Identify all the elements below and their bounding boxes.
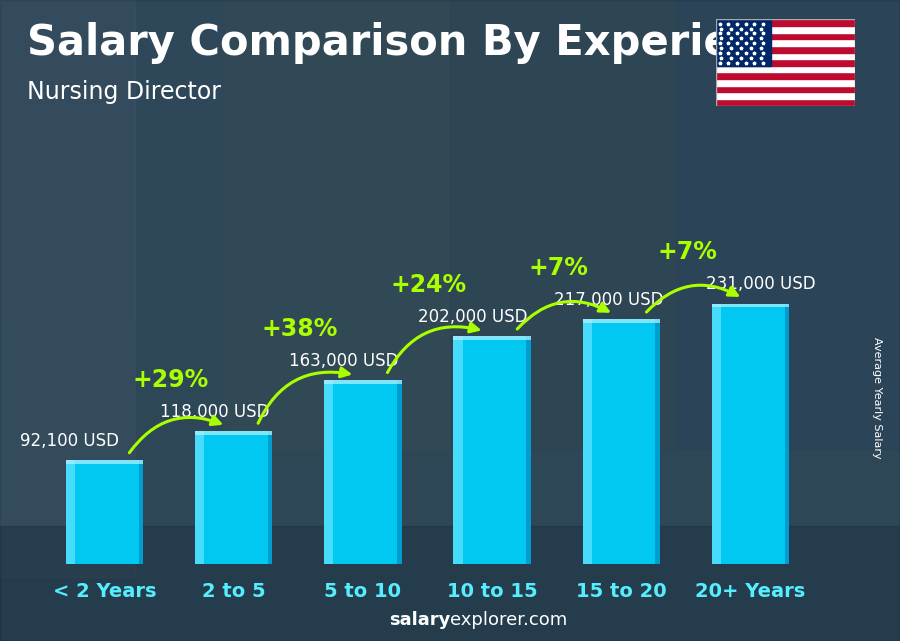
Bar (397, 380, 401, 564)
Text: Average Yearly Salary: Average Yearly Salary (872, 337, 883, 458)
Bar (324, 380, 401, 384)
Text: +7%: +7% (528, 256, 588, 280)
Bar (716, 53, 855, 59)
Bar (716, 66, 855, 72)
Bar (785, 304, 789, 564)
Bar (716, 46, 855, 53)
Bar (712, 304, 721, 564)
Bar (66, 460, 143, 464)
Text: 5 to 10: 5 to 10 (324, 582, 401, 601)
Bar (582, 319, 592, 564)
Bar (712, 304, 789, 564)
Text: +7%: +7% (657, 240, 717, 265)
Text: salary: salary (389, 612, 450, 629)
Bar (324, 380, 401, 564)
Bar (716, 19, 855, 26)
Bar (450, 0, 900, 449)
Bar (268, 431, 273, 564)
Bar (716, 99, 855, 106)
Bar (0, 526, 900, 641)
Bar (716, 59, 855, 66)
Text: Nursing Director: Nursing Director (27, 80, 221, 104)
Bar (716, 33, 855, 39)
Bar (66, 460, 143, 564)
Text: 202,000 USD: 202,000 USD (418, 308, 527, 326)
Text: explorer.com: explorer.com (450, 612, 567, 629)
Bar (454, 337, 531, 340)
Text: +29%: +29% (132, 368, 209, 392)
Bar (582, 319, 660, 564)
Bar (716, 72, 855, 79)
Bar (324, 380, 333, 564)
Bar (712, 304, 789, 308)
Text: 163,000 USD: 163,000 USD (289, 352, 399, 370)
Bar (195, 431, 273, 435)
Bar (66, 460, 75, 564)
Bar (454, 337, 531, 564)
Bar (454, 337, 463, 564)
Bar (225, 0, 675, 449)
Text: 20+ Years: 20+ Years (696, 582, 806, 601)
Bar (716, 26, 855, 33)
Text: 15 to 20: 15 to 20 (576, 582, 667, 601)
Text: 2 to 5: 2 to 5 (202, 582, 266, 601)
Bar (195, 431, 204, 564)
Bar (0, 0, 135, 577)
Bar (716, 86, 855, 92)
Bar (716, 39, 855, 46)
Bar (582, 319, 660, 323)
Text: 231,000 USD: 231,000 USD (706, 275, 815, 293)
Text: 92,100 USD: 92,100 USD (20, 432, 119, 450)
Text: < 2 Years: < 2 Years (53, 582, 157, 601)
Bar (139, 460, 143, 564)
Text: 217,000 USD: 217,000 USD (554, 291, 663, 309)
Bar (716, 19, 771, 66)
Bar (526, 337, 531, 564)
Text: 118,000 USD: 118,000 USD (159, 403, 269, 420)
Text: +38%: +38% (261, 317, 338, 341)
Bar (0, 0, 315, 320)
Bar (716, 92, 855, 99)
Text: 10 to 15: 10 to 15 (446, 582, 537, 601)
Bar (655, 319, 660, 564)
Text: Salary Comparison By Experience: Salary Comparison By Experience (27, 22, 814, 65)
Bar (195, 431, 273, 564)
Bar (716, 79, 855, 86)
Text: +24%: +24% (391, 273, 467, 297)
